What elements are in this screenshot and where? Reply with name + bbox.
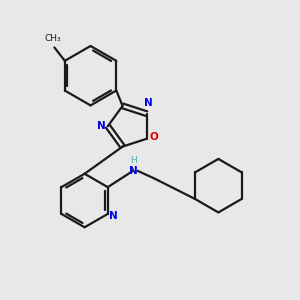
Text: CH₃: CH₃ (45, 34, 61, 43)
Text: H: H (130, 157, 136, 166)
Text: N: N (97, 121, 106, 131)
Text: N: N (129, 166, 137, 176)
Text: N: N (109, 211, 118, 221)
Text: N: N (144, 98, 152, 108)
Text: O: O (150, 132, 158, 142)
